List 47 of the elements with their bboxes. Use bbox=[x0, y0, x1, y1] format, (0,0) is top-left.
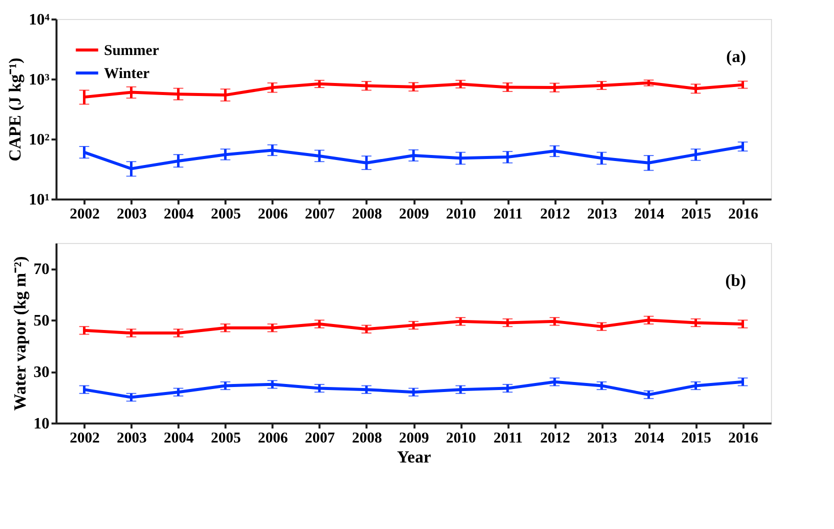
y-tick-label: 10⁴ bbox=[28, 12, 50, 28]
annotation: (b) bbox=[725, 271, 746, 290]
x-tick-label: 2006 bbox=[258, 430, 288, 446]
x-tick-label: 2016 bbox=[728, 430, 759, 446]
x-tick-label: 2009 bbox=[399, 430, 429, 446]
line-series bbox=[82, 318, 744, 334]
x-axis-title: Year bbox=[397, 448, 432, 466]
y-tick-label: 10² bbox=[28, 132, 50, 148]
x-tick-label: 2004 bbox=[164, 430, 194, 446]
x-tick-label: 2012 bbox=[540, 430, 570, 446]
x-tick-label: 2004 bbox=[164, 206, 194, 222]
x-tick-label: 2010 bbox=[446, 430, 476, 446]
x-tick-label: 2007 bbox=[304, 206, 336, 222]
line-series bbox=[82, 380, 744, 399]
x-tick-label: 2006 bbox=[258, 206, 288, 222]
x-tick-label: 2015 bbox=[681, 430, 712, 446]
x-tick-label: 2013 bbox=[587, 206, 618, 222]
x-tick-label: 2012 bbox=[540, 206, 570, 222]
x-tick-label: 2002 bbox=[70, 430, 100, 446]
x-tick-label: 2013 bbox=[587, 430, 618, 446]
y-tick-label: 10³ bbox=[28, 72, 50, 88]
annotation: (a) bbox=[726, 47, 746, 66]
x-tick-label: 2014 bbox=[634, 430, 665, 446]
y-tick-label: 70 bbox=[34, 261, 50, 278]
y-tick-label: 50 bbox=[34, 312, 50, 330]
legend-label: Summer bbox=[104, 43, 160, 59]
x-tick-label: 2011 bbox=[493, 206, 523, 222]
x-tick-label: 2008 bbox=[352, 206, 382, 222]
x-tick-label: 2015 bbox=[681, 206, 712, 222]
x-tick-label: 2008 bbox=[352, 430, 382, 446]
y-axis-title: Water vapor (kg m⁻²) bbox=[10, 256, 30, 411]
x-tick-label: 2005 bbox=[210, 206, 241, 222]
y-axis-title: CAPE (J kg⁻¹) bbox=[6, 58, 25, 162]
x-tick-label: 2003 bbox=[116, 430, 147, 446]
y-tick-label: 10 bbox=[34, 416, 50, 432]
x-tick-label: 2003 bbox=[116, 206, 147, 222]
y-tick-label: 10¹ bbox=[28, 192, 50, 208]
x-tick-label: 2014 bbox=[634, 206, 665, 222]
x-tick-label: 2009 bbox=[399, 206, 429, 222]
y-tick-label: 30 bbox=[34, 364, 50, 382]
x-tick-label: 2002 bbox=[70, 206, 100, 222]
x-tick-label: 2010 bbox=[446, 206, 476, 222]
x-tick-label: 2011 bbox=[493, 430, 523, 446]
x-tick-label: 2005 bbox=[210, 430, 241, 446]
x-tick-label: 2007 bbox=[304, 430, 336, 446]
legend-label: Winter bbox=[104, 66, 150, 82]
x-tick-label: 2016 bbox=[728, 206, 759, 222]
